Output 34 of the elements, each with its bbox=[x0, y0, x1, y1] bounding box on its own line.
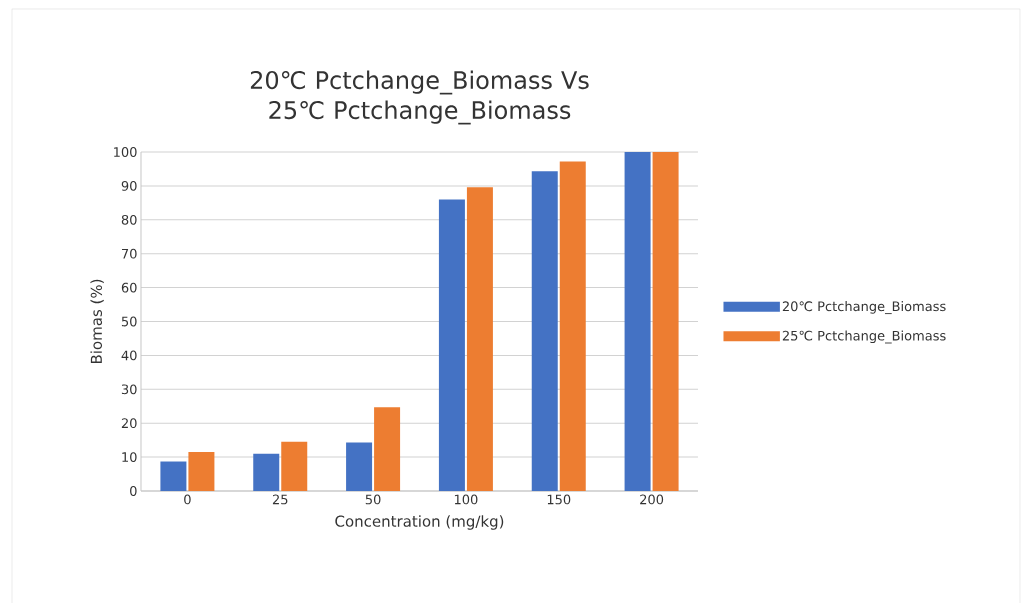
x-tick-label: 150 bbox=[547, 494, 571, 505]
y-tick-label: 70 bbox=[121, 248, 137, 259]
bar bbox=[281, 441, 308, 491]
y-tick-label: 40 bbox=[121, 350, 137, 361]
bar bbox=[160, 461, 187, 491]
x-tick-label: 100 bbox=[454, 494, 478, 505]
legend-label: 25℃ Pctchange_Biomass bbox=[782, 330, 946, 344]
bar bbox=[559, 161, 586, 491]
y-tick-label: 100 bbox=[114, 147, 137, 157]
y-tick-label: 60 bbox=[121, 282, 137, 293]
bar bbox=[346, 442, 373, 491]
bar bbox=[531, 171, 558, 491]
y-tick-label: 10 bbox=[122, 452, 137, 463]
y-tick-label: 30 bbox=[121, 384, 137, 395]
y-tick-label: 80 bbox=[121, 214, 137, 225]
x-axis-title: Concentration (mg/kg) bbox=[335, 515, 504, 530]
x-tick-label: 0 bbox=[184, 494, 191, 505]
chart-title: 20℃ Pctchange_Biomass Vs 25℃ Pctchange_Biomass bbox=[250, 70, 589, 125]
y-tick-label: 50 bbox=[121, 316, 137, 327]
y-axis-title: Biomas (%) bbox=[90, 279, 104, 364]
bar bbox=[466, 187, 493, 491]
y-tick-label: 0 bbox=[130, 486, 137, 496]
legend-label: 20℃ Pctchange_Biomass bbox=[782, 301, 946, 315]
bar bbox=[438, 199, 465, 491]
y-tick-label: 20 bbox=[121, 418, 137, 429]
x-tick-label: 200 bbox=[640, 494, 664, 505]
bar bbox=[374, 407, 401, 491]
bar bbox=[652, 152, 679, 491]
x-tick-label: 25 bbox=[272, 494, 288, 505]
bar bbox=[253, 453, 280, 491]
x-tick-label: 50 bbox=[365, 494, 381, 505]
y-tick-label: 90 bbox=[121, 180, 137, 191]
bar bbox=[188, 452, 215, 491]
bar bbox=[624, 152, 651, 491]
